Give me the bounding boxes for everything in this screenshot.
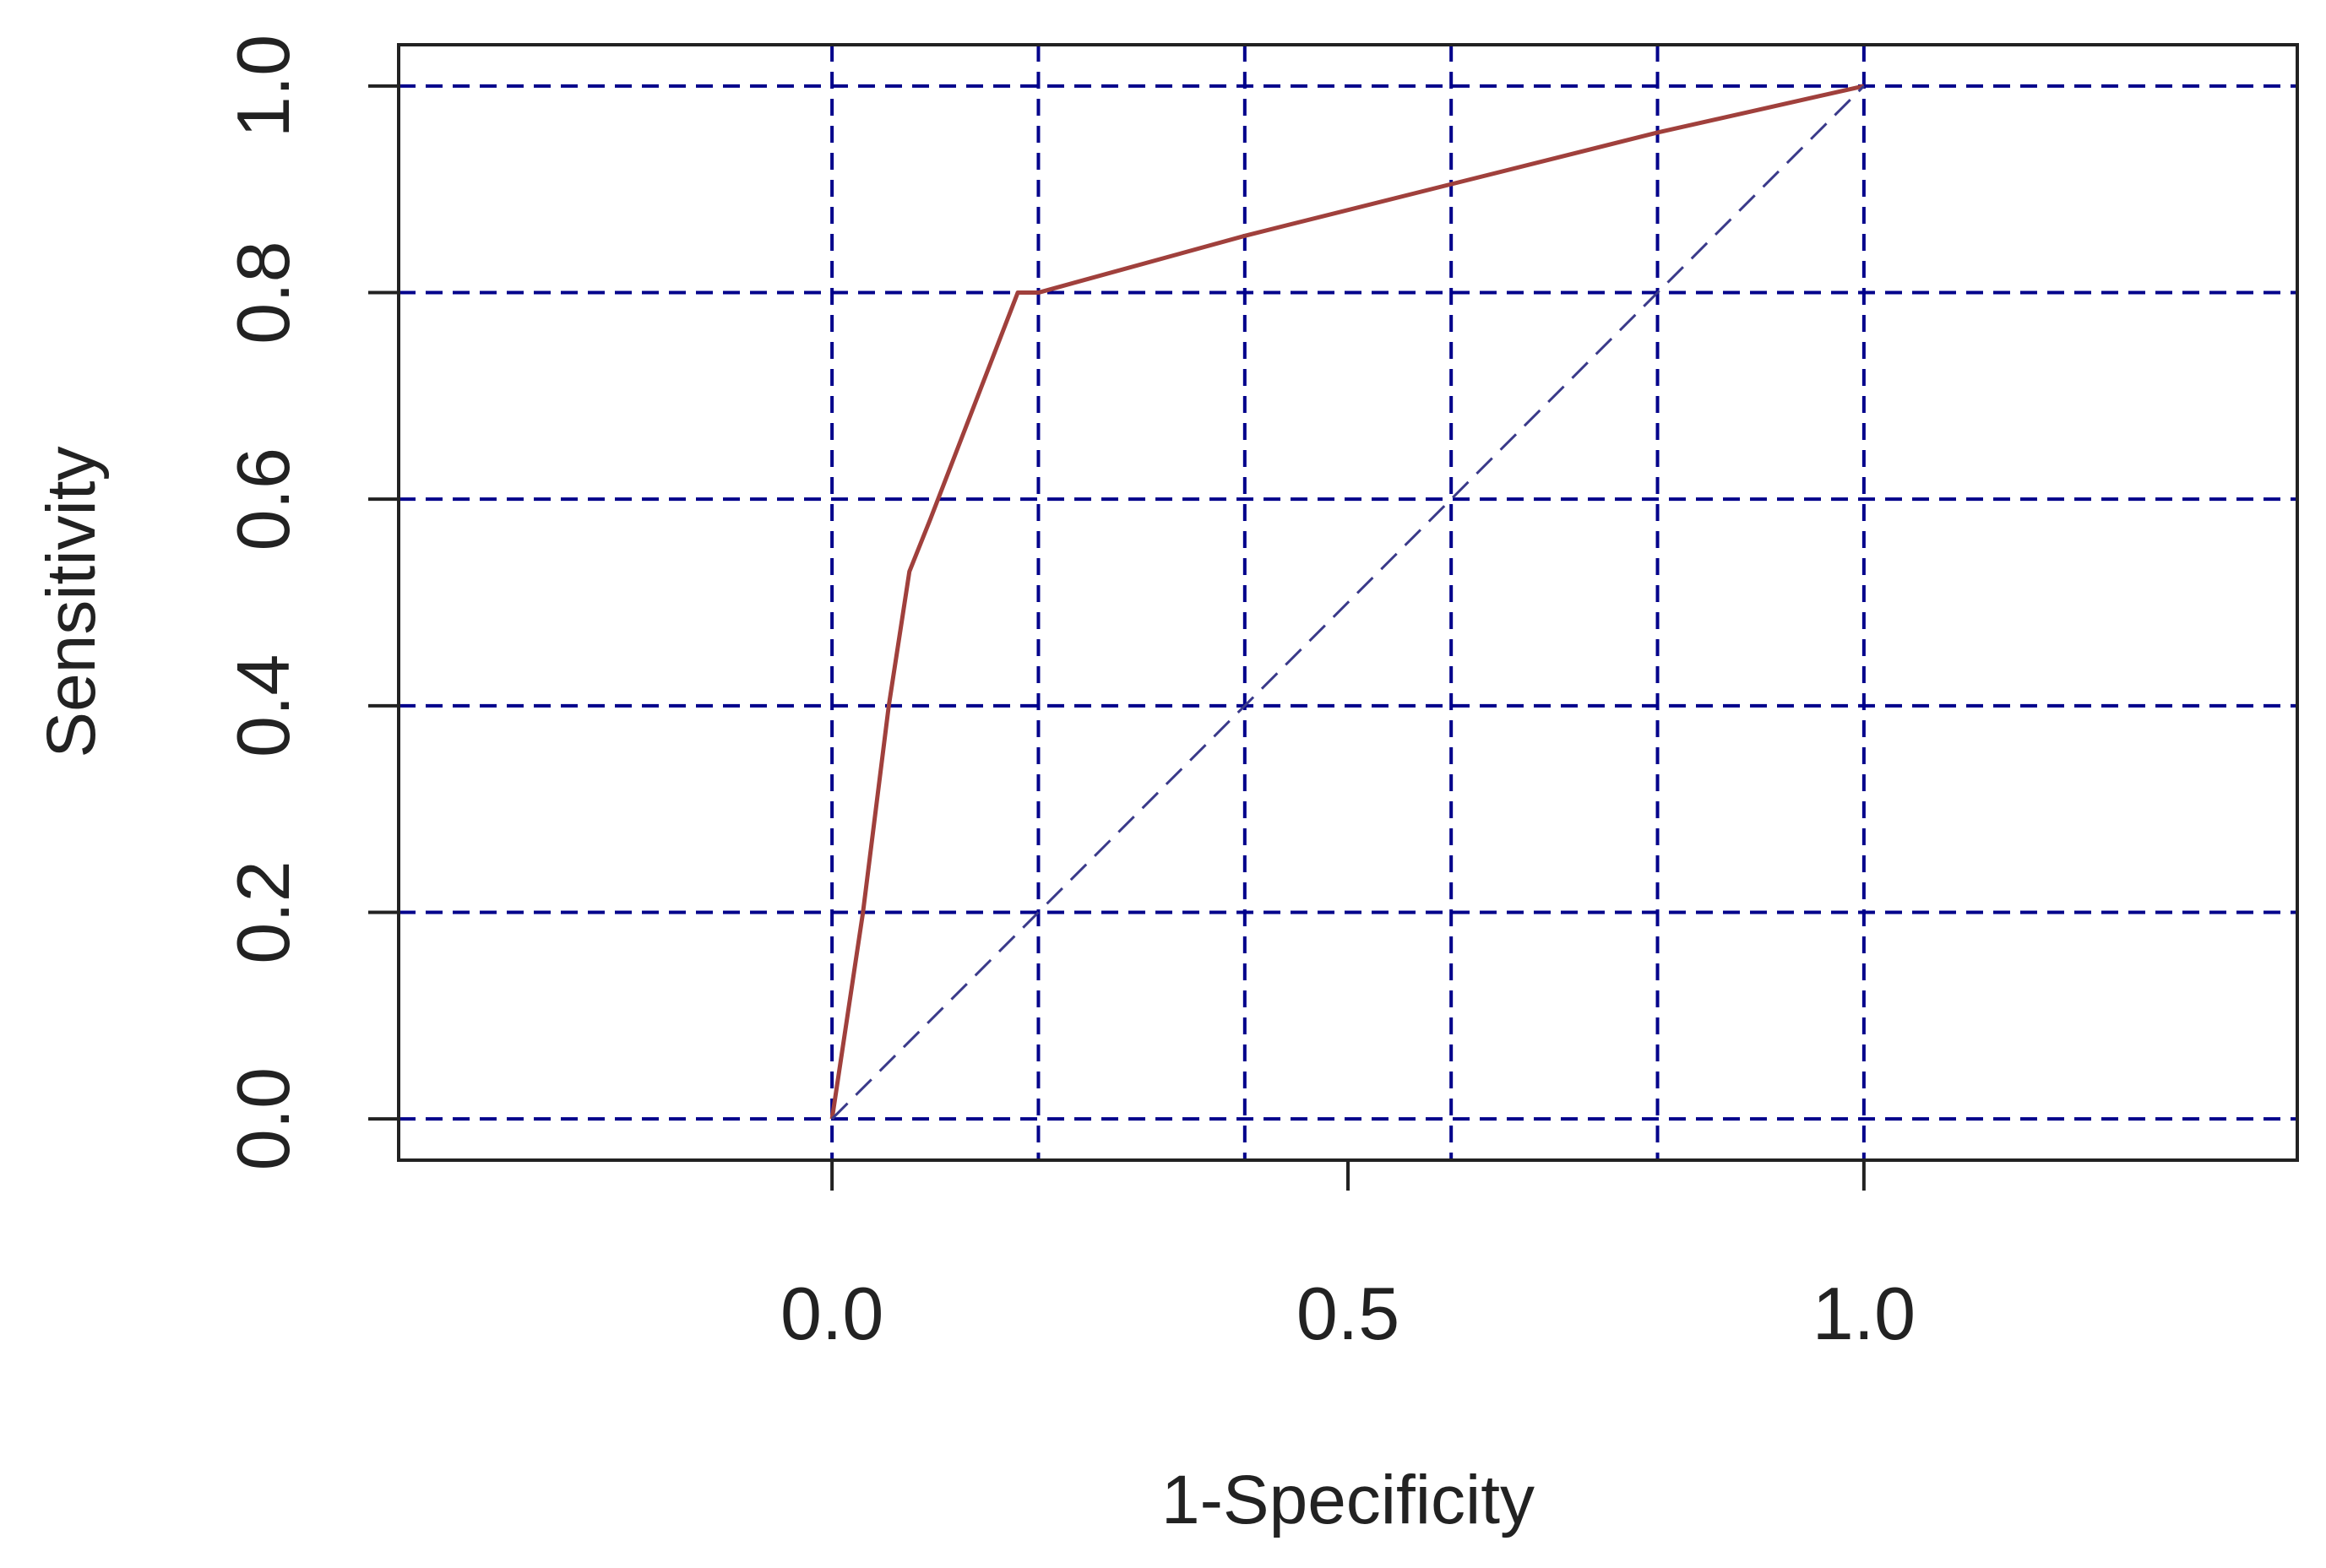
series-layer: [829, 84, 1865, 1120]
x-tick-label: 0.5: [1296, 1272, 1399, 1355]
y-tick-label: 0.4: [221, 654, 305, 757]
grid-lines: [399, 45, 2297, 1160]
y-tick-label: 1.0: [221, 35, 305, 138]
y-tick-label: 0.2: [221, 860, 305, 963]
y-axis-label: Sensitivity: [33, 446, 110, 757]
x-tick-label: 1.0: [1812, 1272, 1916, 1355]
y-tick-label: 0.6: [221, 448, 305, 551]
x-tick-label: 0.0: [780, 1272, 883, 1355]
y-axis: 0.0 0.2 0.4 0.6 0.8 1.0: [221, 35, 399, 1170]
x-axis: 0.0 0.5 1.0: [780, 1160, 1916, 1355]
y-tick-label: 0.8: [221, 241, 305, 344]
y-tick-label: 0.0: [221, 1067, 305, 1170]
reference-diagonal-line: [831, 84, 1865, 1120]
roc-curve-line: [829, 84, 1865, 1120]
x-axis-label: 1-Specificity: [1161, 1462, 1535, 1538]
